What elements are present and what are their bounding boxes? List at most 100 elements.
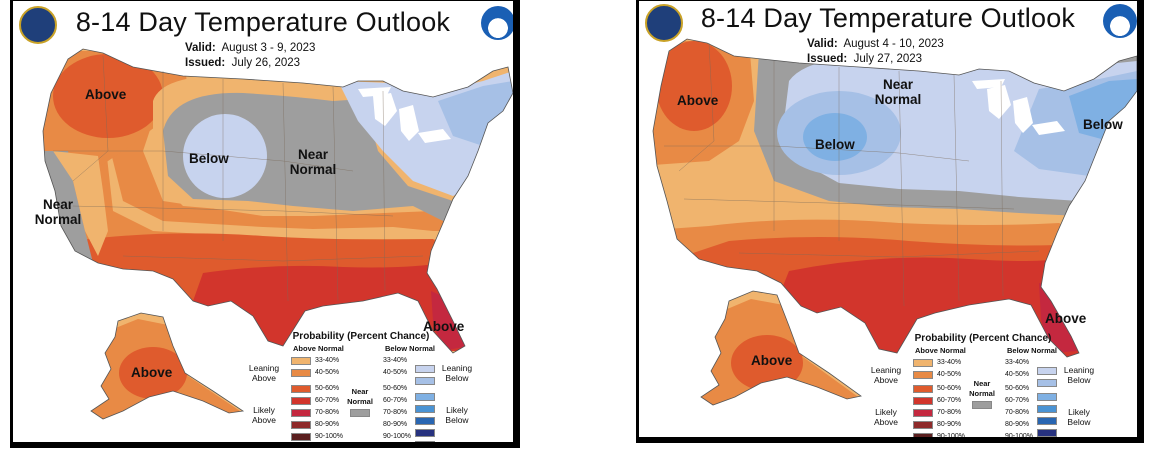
map-canvas [652, 38, 1137, 406]
legend-swatch-near [972, 401, 992, 409]
valid-label: Valid: [185, 42, 216, 54]
conus-outline [652, 38, 1137, 358]
legend-swatch-near [350, 409, 370, 417]
noaa-commerce-seal-icon [645, 4, 683, 42]
region-label: Near Normal [874, 77, 922, 107]
region-label: Near Normal [34, 197, 82, 227]
conus-outline [42, 48, 513, 354]
legend-range: 33-40% [1005, 359, 1030, 366]
map-title: 8-14 Day Temperature Outlook [75, 7, 451, 37]
legend-range: 50-60% [315, 385, 340, 392]
legend-leaning-below: Leaning Below [441, 363, 473, 383]
issued-label: Issued: [185, 57, 226, 69]
legend-range: 40-50% [315, 369, 340, 376]
region-label: Near Normal [289, 147, 337, 177]
alaska-outline [90, 312, 245, 420]
region-label: Below [1083, 117, 1123, 132]
legend-range: 60-70% [1005, 397, 1030, 404]
legend-likely-above: Likely Above [251, 405, 277, 425]
legend-range: 33-40% [383, 357, 408, 364]
legend-swatch-above [913, 433, 933, 437]
legend-swatch-below [1037, 441, 1057, 443]
legend-swatch-above [291, 409, 311, 417]
probability-legend: Probability (Percent Chance) Above Norma… [245, 331, 477, 442]
legend-range: 80-90% [315, 421, 340, 428]
legend-swatch-below [415, 393, 435, 401]
legend-leaning-above: Leaning Above [248, 363, 280, 383]
legend-swatch-below [415, 405, 435, 413]
legend-range: 33-40% [315, 357, 340, 364]
legend-likely-below: Likely Below [1067, 407, 1091, 427]
legend-range: 90-100% [383, 433, 412, 440]
legend-swatch-below [1037, 429, 1057, 437]
outlook-map-panel-right: 8-14 Day Temperature Outlook Valid: Augu… [636, 0, 1144, 443]
valid-label: Valid: [807, 38, 838, 50]
legend-range: 40-50% [1005, 371, 1030, 378]
region-label: Above [85, 87, 127, 102]
legend-range: 70-80% [383, 409, 408, 416]
legend-near-normal: Near Normal [347, 387, 373, 406]
legend-swatch-above [913, 421, 933, 429]
legend-range: 90-100% [315, 433, 344, 440]
legend-range: 60-70% [315, 397, 340, 404]
legend-swatch-above [913, 397, 933, 405]
map-canvas [42, 48, 513, 420]
legend-swatch-below [1037, 379, 1057, 387]
alaska-outline [700, 290, 862, 406]
legend-swatch-below [415, 441, 435, 442]
legend-above-header: Above Normal [293, 344, 344, 353]
valid-dates: August 4 - 10, 2023 [843, 38, 944, 50]
legend-swatch-above [291, 385, 311, 393]
legend-range: 50-60% [383, 385, 408, 392]
legend-range: 33-40% [937, 359, 962, 366]
legend-range: 90-100% [937, 433, 966, 440]
legend-range: 90-100% [1005, 433, 1034, 440]
legend-range: 40-50% [383, 369, 408, 376]
noaa-logo-icon [481, 6, 513, 40]
region-label: Above [423, 319, 465, 334]
legend-swatch-above [913, 409, 933, 417]
legend-likely-above: Likely Above [873, 407, 899, 427]
legend-swatch-below [1037, 393, 1057, 401]
state-boundaries [664, 42, 1040, 307]
legend-below-header: Below Normal [1007, 346, 1058, 355]
probability-legend: Probability (Percent Chance) Above Norma… [867, 333, 1099, 443]
issued-date: July 27, 2023 [853, 53, 923, 65]
legend-leaning-below: Leaning Below [1063, 365, 1095, 385]
outlook-map-panel-left: 8-14 Day Temperature Outlook Valid: Augu… [10, 0, 520, 448]
legend-range: 80-90% [1005, 421, 1030, 428]
legend-swatch-below [415, 365, 435, 373]
valid-issued-block: Valid: August 3 - 9, 2023 Issued: July 2… [185, 41, 315, 71]
legend-above-header: Above Normal [915, 346, 966, 355]
region-label: Above [751, 353, 793, 368]
legend-swatch-below [1037, 367, 1057, 375]
issued-label: Issued: [807, 53, 848, 65]
region-label: Above [1045, 311, 1087, 326]
legend-swatch-above [291, 357, 311, 365]
noaa-logo-icon [1103, 4, 1137, 38]
valid-dates: August 3 - 9, 2023 [221, 42, 316, 54]
map-title: 8-14 Day Temperature Outlook [700, 3, 1076, 33]
valid-issued-block: Valid: August 4 - 10, 2023 Issued: July … [807, 37, 944, 67]
legend-range: 50-60% [1005, 385, 1030, 392]
legend-range: 80-90% [383, 421, 408, 428]
legend-swatch-below [415, 377, 435, 385]
legend-swatch-above [913, 359, 933, 367]
legend-swatch-below [415, 429, 435, 437]
legend-swatch-above [291, 433, 311, 441]
legend-near-normal: Near Normal [969, 379, 995, 398]
region-label: Below [189, 151, 229, 166]
legend-range: 60-70% [937, 397, 962, 404]
legend-leaning-above: Leaning Above [870, 365, 902, 385]
legend-range: 70-80% [315, 409, 340, 416]
legend-below-header: Below Normal [385, 344, 436, 353]
legend-swatch-above [913, 385, 933, 393]
legend-range: 40-50% [937, 371, 962, 378]
region-label: Above [131, 365, 173, 380]
legend-range: 70-80% [937, 409, 962, 416]
legend-swatch-below [1037, 417, 1057, 425]
legend-range: 70-80% [1005, 409, 1030, 416]
noaa-commerce-seal-icon [19, 6, 57, 44]
legend-swatch-below [1037, 405, 1057, 413]
region-label: Above [677, 93, 719, 108]
